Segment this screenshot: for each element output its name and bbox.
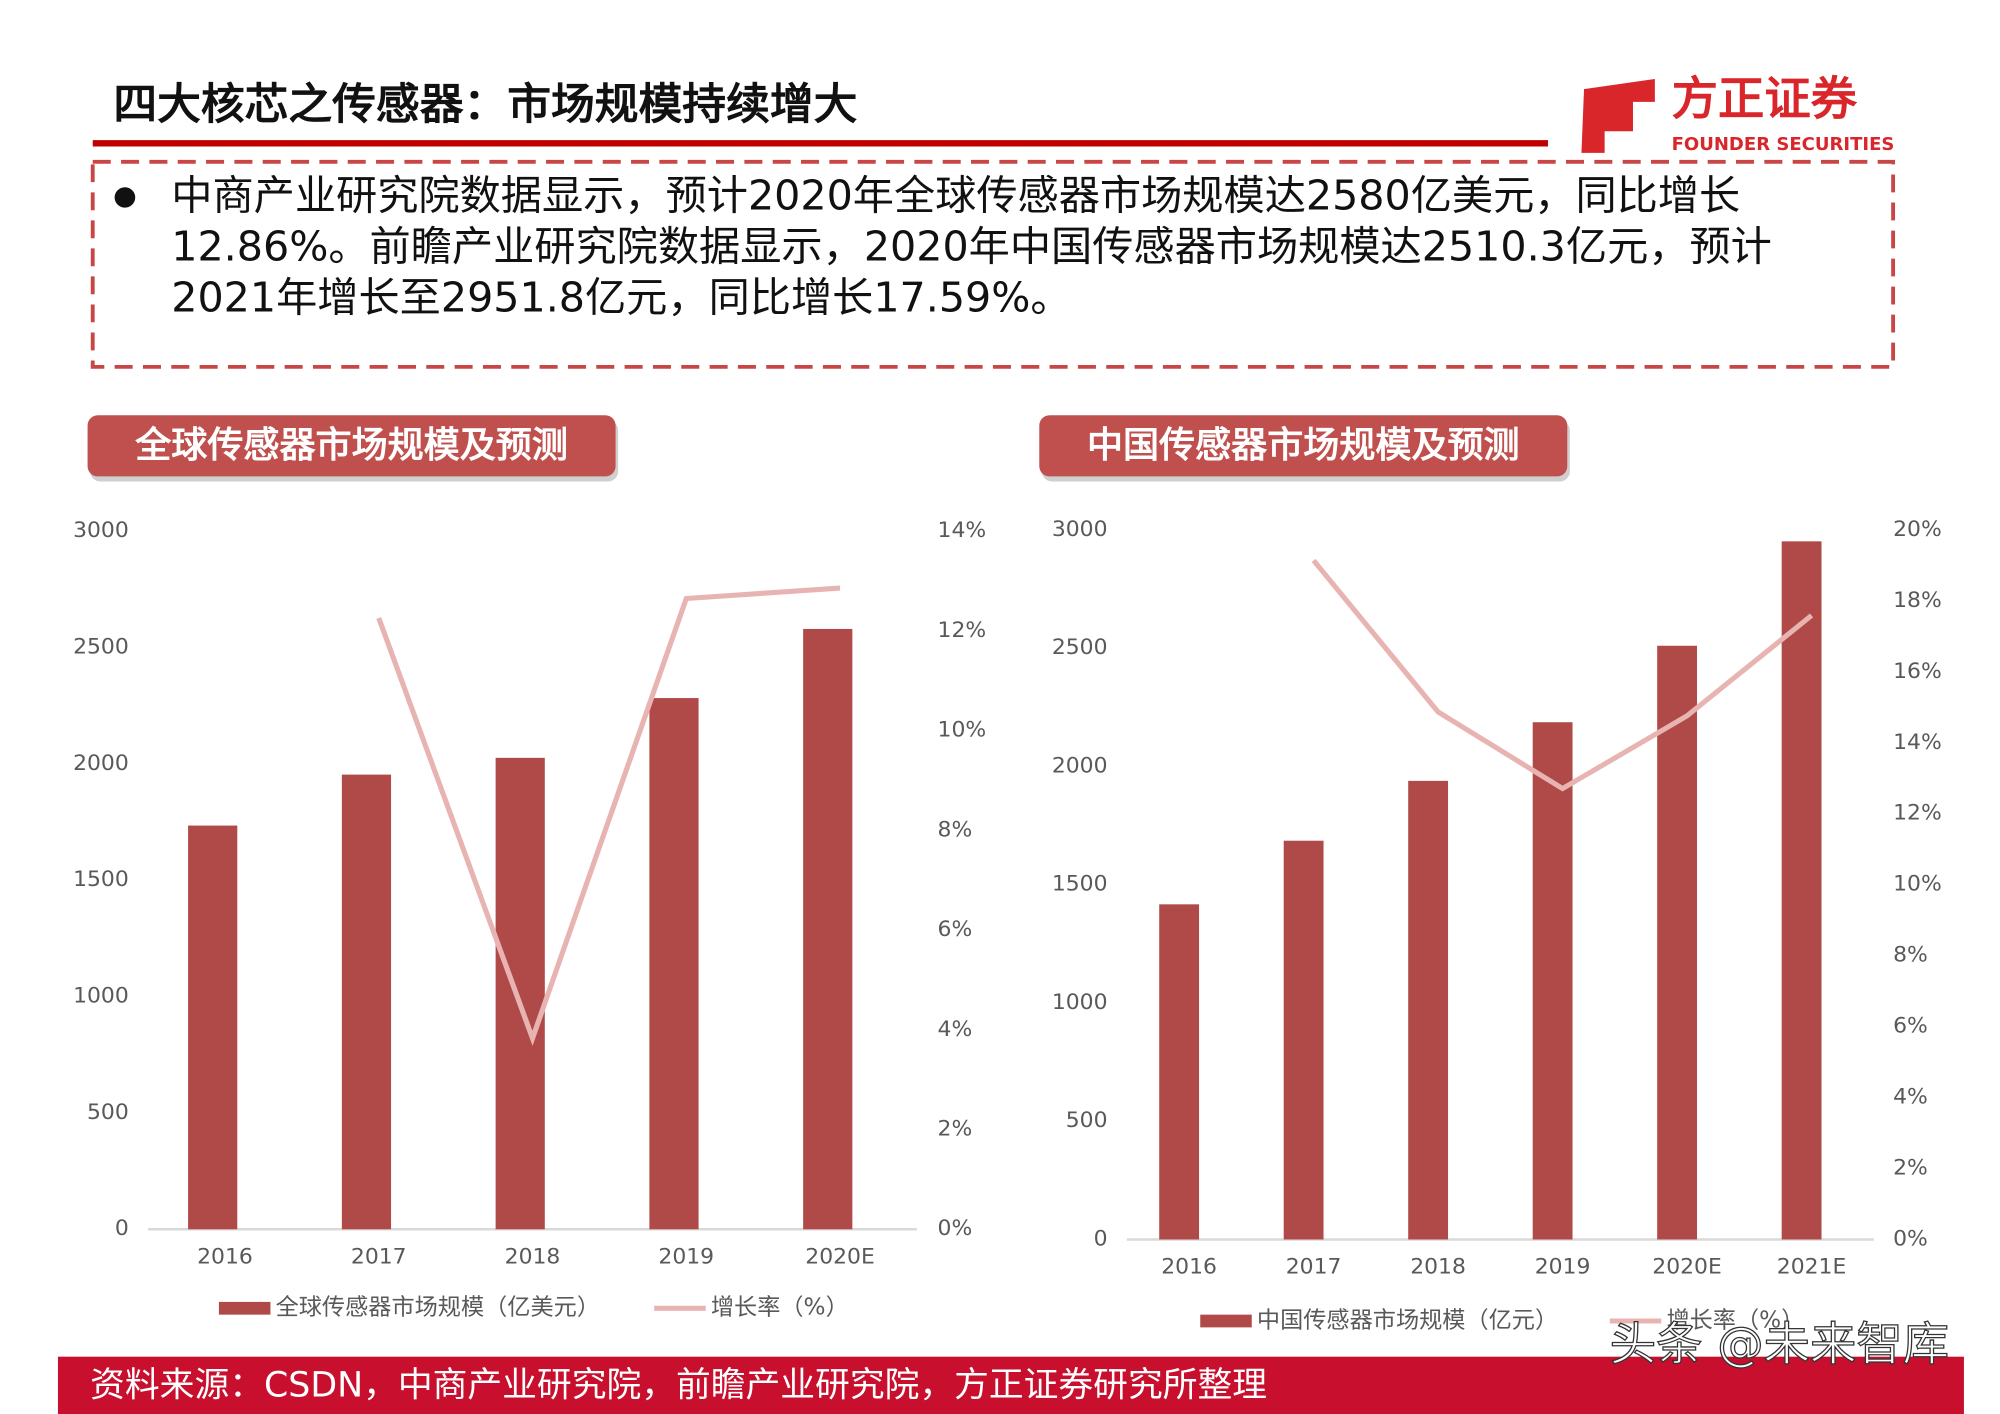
x-tick-label: 2016 [197, 1244, 253, 1269]
bar [803, 628, 853, 1230]
y-tick-label: 1500 [73, 867, 129, 892]
y2-tick-label: 8% [1893, 943, 1928, 968]
legend-label: 增长率（%） [711, 1295, 849, 1321]
y2-tick-label: 10% [938, 718, 987, 743]
chart: 中国传感器市场规模及预测 0 500 1000 1500 2000 2500 3000 0% 2%… [1039, 415, 1942, 1334]
logo-mark [1581, 78, 1655, 153]
bar [1283, 840, 1324, 1240]
y-tick-label: 2000 [73, 751, 129, 776]
source-bar [57, 1356, 1964, 1414]
y2-tick-label: 2% [938, 1117, 973, 1142]
legend-swatch [1200, 1314, 1252, 1328]
y2-tick-label: 12% [1893, 801, 1942, 826]
bar [495, 757, 545, 1230]
bar [1159, 904, 1200, 1240]
y-tick-label: 3000 [1052, 517, 1108, 542]
y-tick-label: 2500 [73, 635, 129, 660]
legend-label: 全球传感器市场规模（亿美元） [276, 1295, 600, 1321]
bar [1408, 780, 1449, 1240]
x-tick-label: 2021E [1777, 1255, 1847, 1280]
x-tick-label: 2019 [658, 1244, 714, 1269]
bullet-box [90, 159, 1896, 369]
y-tick-label: 1000 [1052, 990, 1108, 1015]
bar [1532, 722, 1573, 1240]
y2-tick-label: 14% [1893, 730, 1942, 755]
bullet-line: 12.86%。前瞻产业研究院数据显示，2020年中国传感器市场规模达2510.3… [171, 223, 1772, 271]
y-tick-label: 0 [115, 1216, 129, 1241]
x-tick-label: 2017 [351, 1244, 407, 1269]
y2-tick-label: 12% [938, 618, 987, 643]
bullet-line: 中商产业研究院数据显示，预计2020年全球传感器市场规模达2580亿美元，同比增… [171, 172, 1740, 220]
y-tick-label: 2500 [1052, 635, 1108, 660]
y-tick-label: 1000 [73, 984, 129, 1009]
x-tick-label: 2020E [805, 1244, 875, 1269]
x-tick-label: 2018 [1410, 1255, 1466, 1280]
x-tick-label: 2017 [1286, 1255, 1342, 1280]
bullet-line: 2021年增长至2951.8亿元，同比增长17.59%。 [171, 274, 1071, 322]
title-rule [92, 140, 1548, 147]
x-tick-label: 2019 [1535, 1255, 1591, 1280]
logo-name-en: FOUNDER SECURITIES [1672, 134, 1895, 155]
legend-swatch [218, 1301, 271, 1315]
y-tick-label: 2000 [1052, 754, 1108, 779]
y2-tick-label: 2% [1893, 1156, 1928, 1181]
watermark: 头条 @未来智库 [1610, 1317, 1949, 1371]
y2-tick-label: 20% [1893, 517, 1942, 542]
y2-tick-label: 14% [938, 518, 987, 543]
charts: 全球传感器市场规模及预测 0 500 1000 1500 2000 2500 3000 0% 2%… [73, 415, 1942, 1333]
slide-title: 四大核芯之传感器：市场规模持续增大 [113, 80, 857, 130]
y2-tick-label: 10% [1893, 872, 1942, 897]
y2-tick-label: 6% [1893, 1014, 1928, 1039]
y2-tick-label: 0% [938, 1216, 973, 1241]
y2-tick-label: 18% [1893, 588, 1942, 613]
chart-title-box [87, 415, 616, 477]
bar [1781, 541, 1822, 1240]
chart-title: 中国传感器市场规模及预测 [1087, 425, 1520, 466]
chart-title: 全球传感器市场规模及预测 [134, 424, 568, 466]
chart: 全球传感器市场规模及预测 0 500 1000 1500 2000 2500 3000 0% 2%… [73, 415, 987, 1321]
y2-tick-label: 16% [1893, 659, 1942, 684]
legend-label: 中国传感器市场规模（亿元） [1257, 1308, 1558, 1334]
bar [649, 698, 699, 1230]
y2-tick-label: 0% [1893, 1227, 1928, 1252]
y2-tick-label: 8% [938, 817, 973, 842]
x-tick-label: 2020E [1652, 1255, 1722, 1280]
chart-title-box [1039, 415, 1568, 477]
bullet-text: 中商产业研究院数据显示，预计2020年全球传感器市场规模达2580亿美元，同比增… [171, 172, 1772, 322]
y-tick-label: 0 [1094, 1227, 1108, 1252]
y-tick-label: 500 [87, 1100, 129, 1125]
y2-tick-label: 4% [938, 1017, 973, 1042]
y-tick-label: 3000 [73, 518, 129, 543]
y2-tick-label: 6% [938, 917, 973, 942]
y-tick-label: 500 [1066, 1108, 1108, 1133]
x-tick-label: 2018 [505, 1244, 561, 1269]
legend-label: 增长率（%） [1666, 1308, 1804, 1334]
line [376, 585, 841, 1046]
line [1311, 558, 1814, 792]
bar [188, 825, 238, 1230]
y-tick-label: 1500 [1052, 872, 1108, 897]
logo-name: 方正证券 [1672, 72, 1858, 126]
x-tick-label: 2016 [1161, 1255, 1217, 1280]
bullet-dot [114, 187, 136, 208]
bar [341, 774, 392, 1230]
source: 资料来源：CSDN，中商产业研究院，前瞻产业研究院，方正证券研究所整理 [90, 1366, 1267, 1406]
y2-tick-label: 4% [1893, 1085, 1928, 1110]
bar [1657, 645, 1698, 1240]
